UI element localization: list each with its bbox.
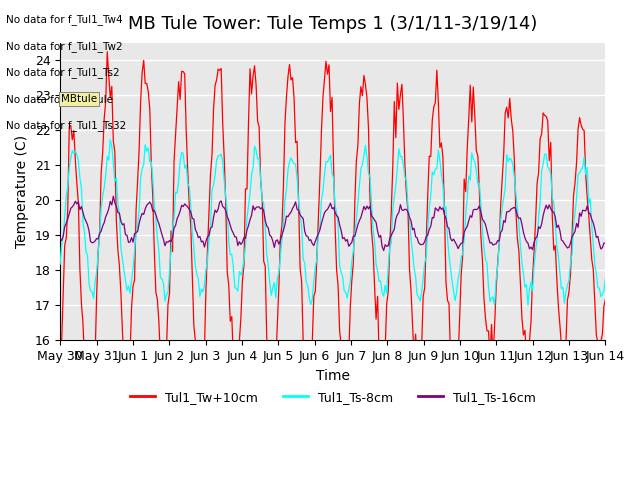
Text: No data for f_Tul1_Tw4: No data for f_Tul1_Tw4 — [6, 14, 123, 25]
Text: No data for f_Tul1_Tw2: No data for f_Tul1_Tw2 — [6, 41, 123, 52]
Text: No data for f_Tul1_Ts2: No data for f_Tul1_Ts2 — [6, 67, 120, 78]
Legend: Tul1_Tw+10cm, Tul1_Ts-8cm, Tul1_Ts-16cm: Tul1_Tw+10cm, Tul1_Ts-8cm, Tul1_Ts-16cm — [125, 385, 541, 408]
Text: MBtule: MBtule — [61, 94, 97, 104]
Title: MB Tule Tower: Tule Temps 1 (3/1/11-3/19/14): MB Tule Tower: Tule Temps 1 (3/1/11-3/19… — [128, 15, 538, 33]
X-axis label: Time: Time — [316, 369, 350, 383]
Y-axis label: Temperature (C): Temperature (C) — [15, 135, 29, 248]
Text: No data for f_Tul1_Ts32: No data for f_Tul1_Ts32 — [6, 120, 127, 131]
Text: No data for f_MBtule: No data for f_MBtule — [6, 94, 113, 105]
